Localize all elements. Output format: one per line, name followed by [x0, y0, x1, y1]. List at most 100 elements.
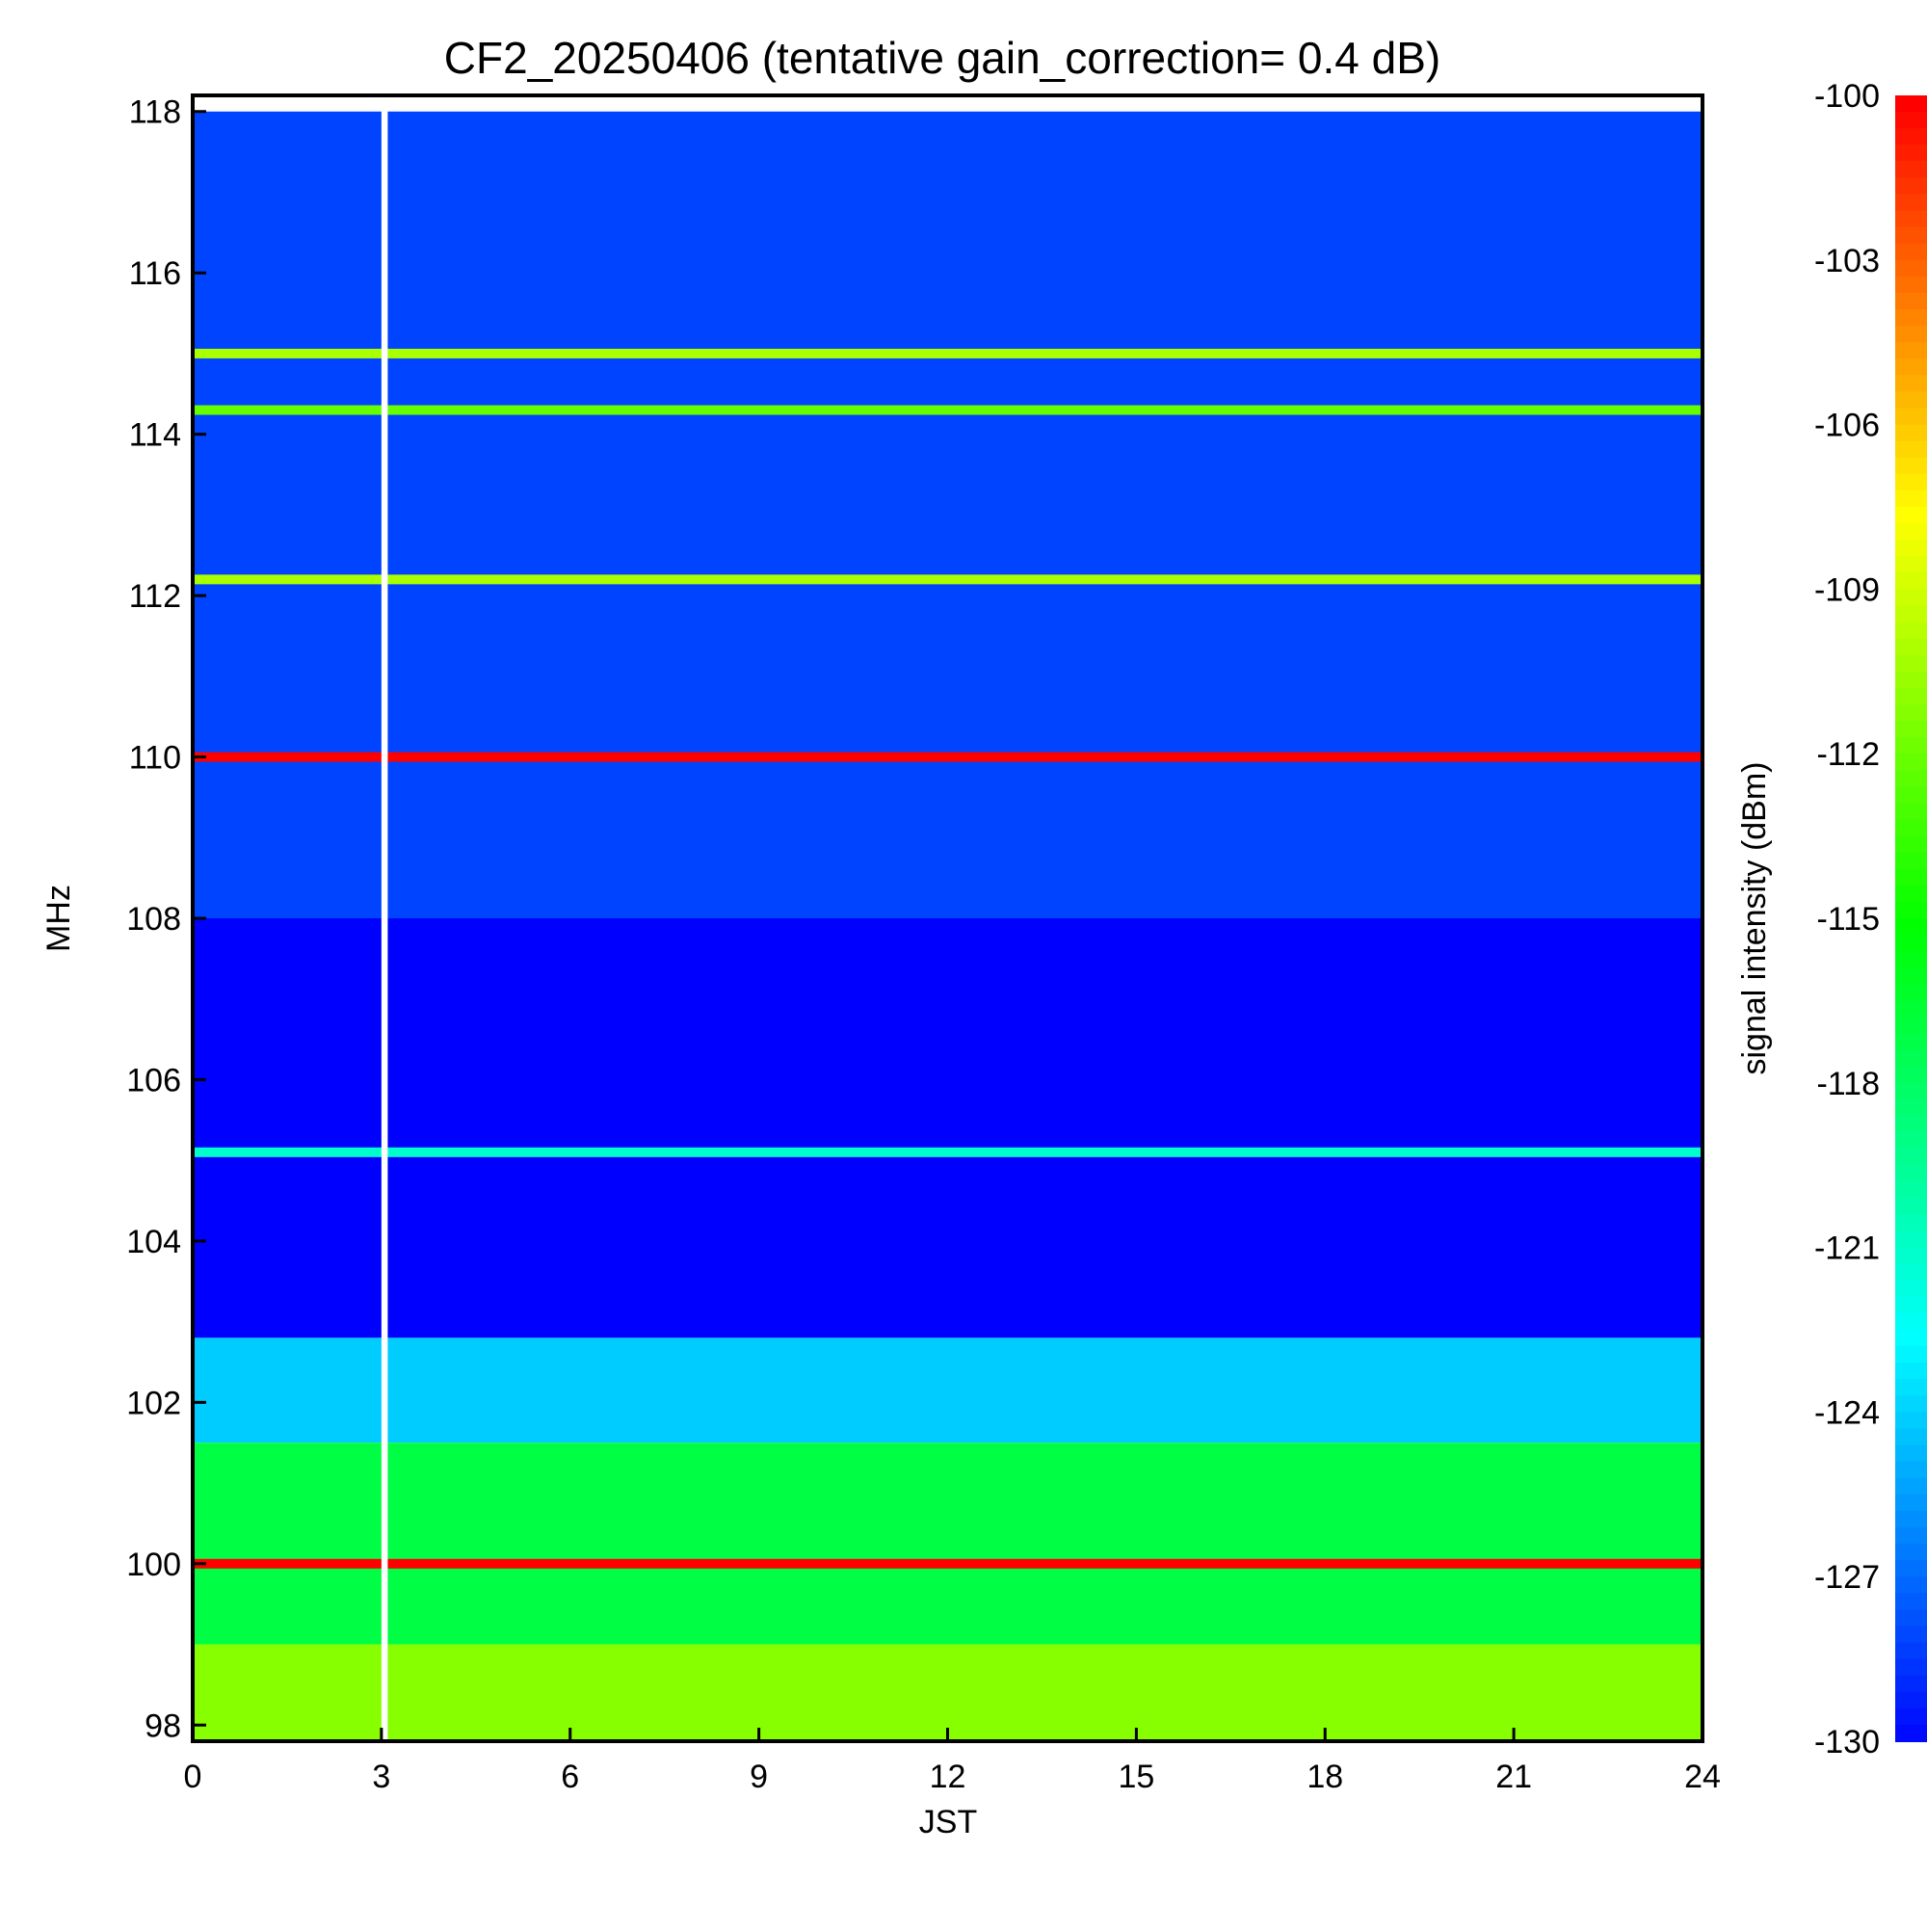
y-tick-label: 98: [145, 1707, 181, 1744]
colorbar-segment: [1895, 1330, 1927, 1348]
colorbar-segment: [1895, 1576, 1927, 1595]
colorbar-segment: [1895, 523, 1927, 542]
colorbar-segment: [1895, 1658, 1927, 1677]
colorbar-segment: [1895, 605, 1927, 623]
data-gap-column: [381, 95, 388, 1741]
colorbar-segment: [1895, 259, 1927, 278]
colorbar-segment: [1895, 391, 1927, 410]
colorbar-tick-label: -130: [1814, 1724, 1880, 1760]
colorbar-segment: [1895, 1609, 1927, 1628]
colorbar-segment: [1895, 1494, 1927, 1512]
colorbar-segment: [1895, 803, 1927, 821]
y-tick-label: 112: [129, 578, 181, 615]
colorbar-segment: [1895, 622, 1927, 640]
colorbar-segment: [1895, 358, 1927, 377]
colorbar-segment: [1895, 1033, 1927, 1051]
x-tick-label: 12: [930, 1759, 966, 1795]
y-tick-label: 118: [129, 94, 181, 131]
colorbar-segment: [1895, 490, 1927, 508]
background-band: [193, 918, 1703, 1338]
y-axis: 98 100 102 104 106 108 110 112 114 116 118: [126, 94, 206, 1744]
colorbar-segment: [1895, 1231, 1927, 1249]
colorbar-segment: [1895, 1346, 1927, 1364]
colorbar-segment: [1895, 1412, 1927, 1430]
colorbar-segment: [1895, 375, 1927, 393]
colorbar-segment: [1895, 1444, 1927, 1463]
emission-line: [193, 405, 1703, 415]
y-tick-label: 114: [129, 417, 181, 454]
colorbar-segment: [1895, 918, 1927, 937]
colorbar-tick-label: -115: [1816, 901, 1880, 938]
x-tick-label: 9: [750, 1759, 768, 1795]
colorbar-segment: [1895, 951, 1927, 969]
colorbar-segment: [1895, 1312, 1927, 1331]
colorbar-segment: [1895, 901, 1927, 919]
colorbar-tick-label: -103: [1814, 243, 1880, 279]
background-band: [193, 111, 1703, 918]
colorbar-segment: [1895, 1691, 1927, 1709]
colorbar-segment: [1895, 1428, 1927, 1446]
colorbar-segment: [1895, 1477, 1927, 1495]
colorbar-segment: [1895, 342, 1927, 360]
colorbar-segment: [1895, 226, 1927, 245]
x-axis-label: JST: [919, 1804, 977, 1840]
colorbar-segment: [1895, 687, 1927, 705]
colorbar-segment: [1895, 309, 1927, 328]
colorbar-segment: [1895, 984, 1927, 1002]
colorbar-tick-label: -112: [1816, 736, 1880, 773]
background-band: [193, 1337, 1703, 1443]
colorbar-segment: [1895, 819, 1927, 837]
colorbar-segment: [1895, 1461, 1927, 1479]
colorbar-segment: [1895, 1115, 1927, 1134]
colorbar-tick-label: -100: [1814, 78, 1880, 115]
y-axis-label: MHz: [40, 885, 77, 952]
x-axis: 0 3 6 9 12 15 18 21 24: [184, 1728, 1721, 1795]
colorbar-segment: [1895, 967, 1927, 986]
colorbar-segment: [1895, 1132, 1927, 1151]
x-tick-label: 6: [561, 1759, 579, 1795]
colorbar-segment: [1895, 852, 1927, 870]
colorbar-segment: [1895, 408, 1927, 426]
colorbar-tick-label: -109: [1814, 571, 1880, 608]
colorbar-segment: [1895, 1379, 1927, 1397]
colorbar-segment: [1895, 440, 1927, 459]
colorbar-segment: [1895, 671, 1927, 689]
colorbar-segment: [1895, 1560, 1927, 1578]
colorbar-tick-label: -127: [1814, 1559, 1880, 1596]
colorbar-segment: [1895, 1165, 1927, 1183]
x-tick-label: 24: [1684, 1759, 1721, 1795]
colorbar-segment: [1895, 885, 1927, 903]
colorbar-segment: [1895, 1724, 1927, 1742]
colorbar-segment: [1895, 556, 1927, 574]
colorbar-segment: [1895, 1082, 1927, 1100]
x-tick-label: 0: [184, 1759, 202, 1795]
emission-line: [193, 1558, 1703, 1569]
colorbar-segment: [1895, 194, 1927, 212]
y-tick-label: 100: [126, 1547, 181, 1583]
background-band: [193, 1442, 1703, 1645]
colorbar-segment: [1895, 638, 1927, 656]
colorbar-segment: [1895, 1000, 1927, 1019]
colorbar-segment: [1895, 473, 1927, 491]
colorbar-segment: [1895, 276, 1927, 294]
colorbar-segment: [1895, 177, 1927, 196]
colorbar-segment: [1895, 1544, 1927, 1562]
x-tick-label: 21: [1495, 1759, 1532, 1795]
colorbar-segment: [1895, 935, 1927, 953]
colorbar-segment: [1895, 1049, 1927, 1068]
colorbar-segment: [1895, 1395, 1927, 1414]
y-tick-label: 104: [126, 1224, 181, 1260]
colorbar-tick-label: -121: [1814, 1231, 1880, 1267]
colorbar-segment: [1895, 835, 1927, 854]
data-gap: [381, 95, 388, 1741]
colorbar-segment: [1895, 292, 1927, 311]
colorbar-segment: [1895, 572, 1927, 591]
colorbar-segment: [1895, 589, 1927, 607]
emission-line: [193, 752, 1703, 762]
colorbar-segment: [1895, 112, 1927, 130]
x-tick-label: 15: [1118, 1759, 1154, 1795]
emission-line: [193, 348, 1703, 358]
colorbar-segment: [1895, 1707, 1927, 1726]
chart-title: CF2_20250406 (tentative gain_correction=…: [444, 33, 1440, 83]
